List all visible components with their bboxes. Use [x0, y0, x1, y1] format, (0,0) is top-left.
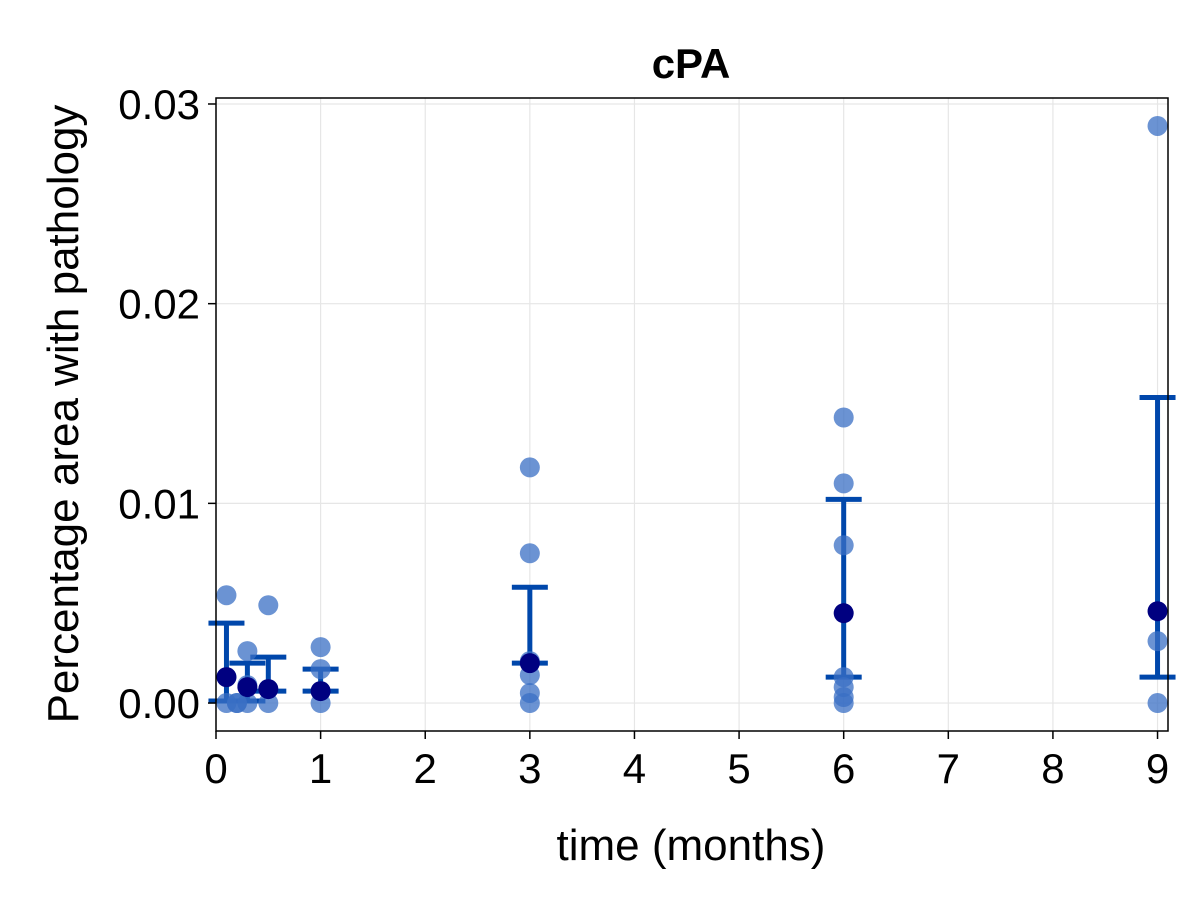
- x-tick-label: 1: [309, 745, 332, 792]
- data-point: [1147, 693, 1168, 714]
- data-point: [258, 693, 279, 714]
- mean-point: [1147, 601, 1168, 622]
- mean-point: [216, 667, 237, 688]
- x-tick-label: 6: [832, 745, 855, 792]
- data-point: [519, 693, 540, 714]
- data-point: [237, 693, 258, 714]
- data-point: [519, 543, 540, 564]
- data-point: [216, 585, 237, 606]
- mean-point: [310, 681, 331, 702]
- data-point: [833, 535, 854, 556]
- y-axis-label: Percentage area with pathology: [39, 105, 88, 724]
- grid-layer: [215, 98, 1168, 731]
- x-tick-label: 4: [623, 745, 646, 792]
- error-bar-layer: [208, 395, 1176, 704]
- mean-point: [833, 603, 854, 624]
- x-tick-label: 0: [204, 745, 227, 792]
- data-point: [310, 637, 331, 658]
- x-axis-label: time (months): [557, 821, 826, 870]
- x-tick-label: 2: [414, 745, 437, 792]
- y-tick-label: 0.03: [118, 81, 200, 128]
- data-point: [310, 659, 331, 680]
- y-tick-label: 0.01: [118, 480, 200, 527]
- data-point: [237, 641, 258, 662]
- data-point: [833, 473, 854, 494]
- mean-point: [237, 677, 258, 698]
- data-point: [1147, 631, 1168, 652]
- x-tick-label: 8: [1041, 745, 1064, 792]
- plot-frame: [215, 97, 1169, 732]
- mean-point: [258, 679, 279, 700]
- means-layer: [216, 601, 1168, 702]
- data-point: [833, 407, 854, 428]
- chart-title: cPA: [652, 40, 731, 87]
- ticks-layer: 0 1 2 3 4 5 6 7 8 9 0.00 0.01 0.02 0.03: [118, 81, 1169, 792]
- mean-point: [519, 653, 540, 674]
- x-tick-label: 5: [727, 745, 750, 792]
- data-point: [258, 595, 279, 616]
- data-point: [1147, 115, 1168, 136]
- data-point: [833, 693, 854, 714]
- x-tick-label: 7: [937, 745, 960, 792]
- y-tick-label: 0.02: [118, 281, 200, 328]
- x-tick-label: 9: [1146, 745, 1169, 792]
- y-tick-label: 0.00: [118, 680, 200, 727]
- points-layer: [216, 115, 1168, 714]
- x-tick-label: 3: [518, 745, 541, 792]
- data-point: [519, 457, 540, 478]
